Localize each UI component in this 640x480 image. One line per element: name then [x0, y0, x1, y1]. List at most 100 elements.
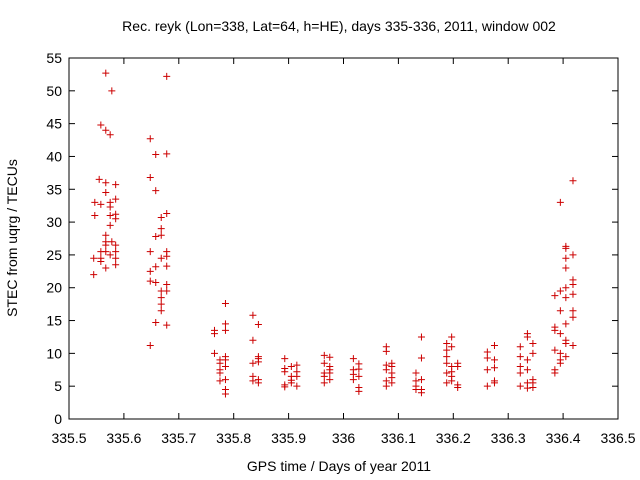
data-point	[287, 362, 295, 370]
plot-area-border	[68, 57, 619, 420]
data-point	[569, 177, 577, 185]
y-tick-label: 40	[46, 148, 62, 164]
data-point	[448, 333, 456, 341]
data-point	[157, 254, 165, 262]
data-point	[163, 72, 171, 80]
data-point	[382, 347, 390, 355]
y-tick-label: 20	[46, 280, 62, 296]
data-point	[106, 212, 114, 220]
x-tick-label: 336	[332, 430, 356, 446]
data-point	[152, 263, 160, 271]
data-point	[556, 330, 564, 338]
data-point	[516, 362, 524, 370]
data-point	[254, 320, 262, 328]
data-point	[556, 287, 564, 295]
data-point	[355, 365, 363, 373]
data-point	[146, 135, 154, 143]
data-point	[157, 300, 165, 308]
data-point	[163, 280, 171, 288]
data-point	[106, 198, 114, 206]
data-point	[221, 299, 229, 307]
x-tick-label: 336.3	[491, 430, 526, 446]
data-point	[454, 362, 462, 370]
data-point	[556, 198, 564, 206]
data-point	[157, 225, 165, 233]
data-point	[320, 359, 328, 367]
data-point	[210, 330, 218, 338]
data-point	[216, 377, 224, 385]
data-point	[210, 349, 218, 357]
data-point	[112, 261, 120, 269]
data-point	[221, 376, 229, 384]
data-point	[157, 294, 165, 302]
data-point	[417, 389, 425, 397]
data-point	[287, 379, 295, 387]
data-point	[102, 189, 110, 197]
data-point	[97, 121, 105, 129]
data-point	[516, 343, 524, 351]
data-point	[382, 382, 390, 390]
data-point	[102, 231, 110, 239]
data-point	[443, 353, 451, 361]
data-point	[221, 356, 229, 364]
x-tick-label: 336.2	[436, 430, 471, 446]
data-point	[388, 362, 396, 370]
data-point	[221, 362, 229, 370]
data-points	[90, 69, 577, 398]
axis-ticks: 335.5 335.6 335.7 335.8 335.9 336 336.1 336.2 33…	[46, 50, 635, 446]
data-point	[483, 354, 491, 362]
data-point	[221, 390, 229, 398]
data-point	[569, 251, 577, 259]
data-point	[112, 254, 120, 262]
data-point	[102, 69, 110, 77]
data-point	[562, 254, 570, 262]
chart-title: Rec. reyk (Lon=338, Lat=64, h=HE), days …	[122, 18, 556, 34]
data-point	[163, 287, 171, 295]
x-tick-label: 335.8	[216, 430, 251, 446]
y-tick-label: 55	[46, 50, 62, 66]
data-point	[112, 248, 120, 256]
data-point	[249, 377, 257, 385]
data-point	[355, 372, 363, 380]
data-point	[551, 292, 559, 300]
data-point	[216, 369, 224, 377]
x-tick-label: 335.7	[161, 430, 196, 446]
data-point	[523, 366, 531, 374]
data-point	[556, 307, 564, 315]
data-point	[562, 353, 570, 361]
data-point	[90, 254, 98, 262]
data-point	[108, 87, 116, 95]
data-point	[388, 379, 396, 387]
data-point	[412, 369, 420, 377]
data-point	[320, 351, 328, 359]
data-point	[490, 341, 498, 349]
data-point	[102, 179, 110, 187]
data-point	[91, 212, 99, 220]
data-point	[490, 379, 498, 387]
data-point	[569, 341, 577, 349]
data-point	[382, 366, 390, 374]
x-tick-label: 335.9	[271, 430, 306, 446]
data-point	[562, 340, 570, 348]
data-point	[326, 376, 334, 384]
data-point	[163, 321, 171, 329]
data-point	[97, 200, 105, 208]
x-tick-label: 336.4	[546, 430, 581, 446]
data-point	[562, 320, 570, 328]
data-point	[443, 346, 451, 354]
data-point	[320, 379, 328, 387]
data-point	[562, 284, 570, 292]
data-point	[355, 387, 363, 395]
data-point	[112, 241, 120, 249]
data-point	[95, 175, 103, 183]
data-point	[146, 277, 154, 285]
data-point	[146, 341, 154, 349]
y-tick-label: 45	[46, 116, 62, 132]
x-tick-label: 336.5	[600, 430, 635, 446]
data-point	[102, 126, 110, 134]
data-point	[249, 359, 257, 367]
data-point	[490, 364, 498, 372]
data-point	[516, 369, 524, 377]
